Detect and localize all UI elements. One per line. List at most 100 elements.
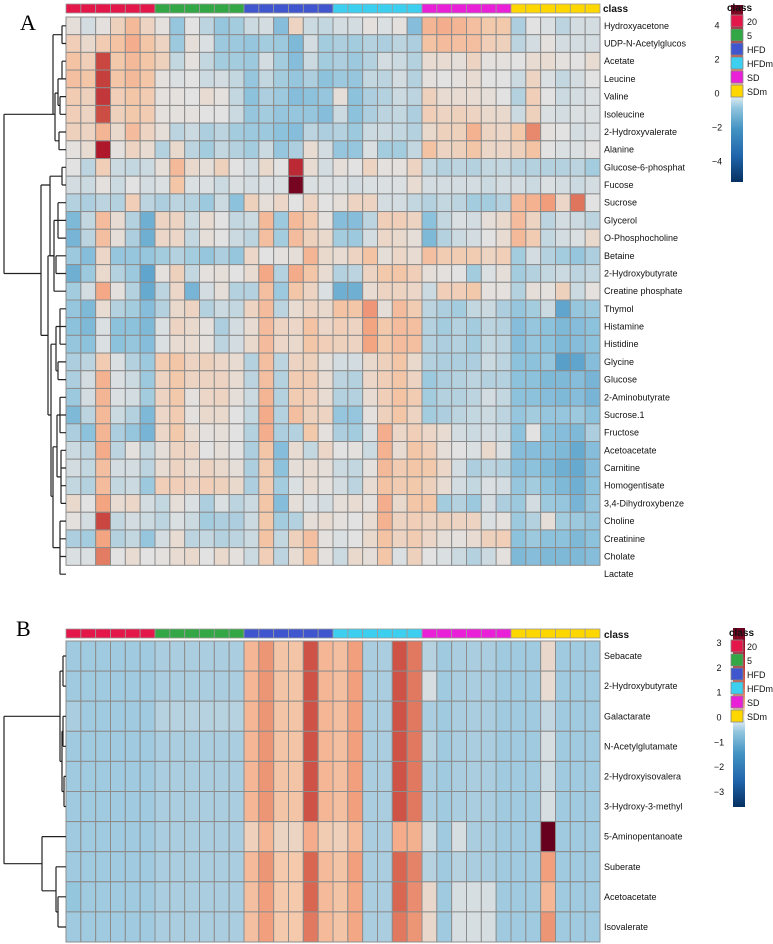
heatmap-cell bbox=[302, 317, 319, 336]
heatmap-cell bbox=[406, 104, 423, 124]
heatmap-cell bbox=[569, 881, 586, 913]
heatmap-cell bbox=[421, 387, 438, 407]
heatmap-cell bbox=[540, 211, 557, 230]
heatmap-cell bbox=[391, 104, 408, 124]
heatmap-cell bbox=[110, 821, 126, 853]
heatmap-cell bbox=[124, 370, 141, 389]
heatmap-cell bbox=[421, 175, 438, 195]
heatmap-cell bbox=[80, 211, 97, 230]
heatmap-cell bbox=[199, 317, 215, 336]
row-label: Betaine bbox=[604, 251, 635, 261]
heatmap-cell bbox=[317, 851, 334, 883]
heatmap-cell bbox=[391, 423, 408, 442]
heatmap-cell bbox=[540, 511, 557, 531]
heatmap-cell bbox=[169, 700, 186, 732]
heatmap-cell bbox=[362, 700, 378, 732]
heatmap-cell bbox=[584, 193, 601, 213]
heatmap-cell bbox=[258, 760, 275, 793]
heatmap-cell bbox=[95, 881, 111, 913]
heatmap-cell bbox=[584, 851, 601, 883]
heatmap-cell bbox=[406, 34, 423, 53]
heatmap-cell bbox=[169, 104, 186, 124]
heatmap-cell bbox=[332, 547, 349, 566]
heatmap-cell bbox=[332, 158, 349, 177]
heatmap-cell bbox=[169, 670, 186, 702]
heatmap-cell bbox=[569, 211, 586, 230]
heatmap-cell bbox=[377, 228, 393, 248]
heatmap-cell bbox=[228, 122, 245, 142]
heatmap-cell bbox=[80, 423, 97, 442]
heatmap-cell bbox=[302, 405, 319, 425]
heatmap-cell bbox=[584, 405, 601, 425]
heatmap-cell bbox=[421, 334, 438, 354]
heatmap-cell bbox=[540, 281, 557, 301]
heatmap-cell bbox=[169, 140, 186, 159]
heatmap-cell bbox=[377, 700, 393, 732]
heatmap-cell bbox=[540, 193, 557, 213]
heatmap-cell bbox=[406, 700, 423, 732]
heatmap-cell bbox=[569, 640, 586, 672]
heatmap-cell bbox=[124, 264, 141, 283]
heatmap-cell bbox=[80, 640, 97, 672]
heatmap-cell bbox=[347, 69, 364, 89]
heatmap-cell bbox=[184, 423, 201, 442]
heatmap-cell bbox=[124, 34, 141, 53]
class-annotation-cell bbox=[302, 3, 319, 14]
heatmap-cell bbox=[124, 405, 141, 425]
class-annotation-cell bbox=[317, 3, 334, 14]
heatmap-cell bbox=[569, 387, 586, 407]
heatmap-cell bbox=[80, 458, 97, 478]
heatmap-cell bbox=[199, 140, 215, 159]
heatmap-cell bbox=[466, 760, 482, 793]
heatmap-cell bbox=[199, 281, 215, 301]
heatmap-cell bbox=[110, 140, 126, 159]
heatmap-cell bbox=[540, 441, 557, 460]
heatmap-cell bbox=[258, 51, 275, 71]
heatmap-cell bbox=[421, 760, 438, 793]
heatmap-cell bbox=[540, 122, 557, 142]
class-annotation-cell bbox=[480, 3, 497, 14]
heatmap-cell bbox=[480, 547, 497, 566]
heatmap-cell bbox=[288, 700, 304, 732]
heatmap-cell bbox=[466, 317, 482, 336]
heatmap-cell bbox=[288, 851, 304, 883]
heatmap-cell bbox=[584, 511, 601, 531]
heatmap-cell bbox=[213, 700, 230, 732]
heatmap-cell bbox=[540, 51, 557, 71]
class-annotation-cell bbox=[377, 3, 393, 14]
heatmap-cell bbox=[510, 193, 527, 213]
heatmap-cell bbox=[421, 640, 438, 672]
heatmap-cell bbox=[213, 458, 230, 478]
heatmap-cell bbox=[288, 16, 304, 36]
heatmap-cell bbox=[569, 317, 586, 336]
row-label: Isoleucine bbox=[604, 109, 645, 119]
heatmap-cell bbox=[302, 791, 319, 823]
heatmap-cell bbox=[302, 228, 319, 248]
heatmap-cell bbox=[95, 69, 111, 89]
heatmap-cell bbox=[584, 281, 601, 301]
heatmap-cell bbox=[332, 458, 349, 478]
heatmap-cell bbox=[95, 911, 111, 943]
heatmap-cell bbox=[466, 881, 482, 913]
heatmap-cell bbox=[213, 69, 230, 89]
heatmap-cell bbox=[525, 911, 542, 943]
heatmap-cell bbox=[243, 87, 260, 106]
heatmap-cell bbox=[391, 821, 408, 853]
heatmap-cell bbox=[154, 821, 171, 853]
heatmap-cell bbox=[451, 122, 467, 142]
heatmap-cell bbox=[139, 441, 156, 460]
heatmap-cell bbox=[243, 69, 260, 89]
heatmap-cell bbox=[391, 640, 408, 672]
panel-a-class-annotation-label: class bbox=[603, 4, 628, 15]
heatmap-cell bbox=[377, 458, 393, 478]
heatmap-cell bbox=[95, 299, 111, 319]
heatmap-cell bbox=[243, 370, 260, 389]
heatmap-cell bbox=[154, 87, 171, 106]
row-label: Leucine bbox=[604, 74, 636, 84]
heatmap-cell bbox=[110, 405, 126, 425]
heatmap-cell bbox=[347, 352, 364, 372]
heatmap-cell bbox=[406, 476, 423, 496]
dendrogram-branch bbox=[54, 92, 59, 142]
heatmap-cell bbox=[480, 122, 497, 142]
heatmap-cell bbox=[184, 640, 201, 672]
